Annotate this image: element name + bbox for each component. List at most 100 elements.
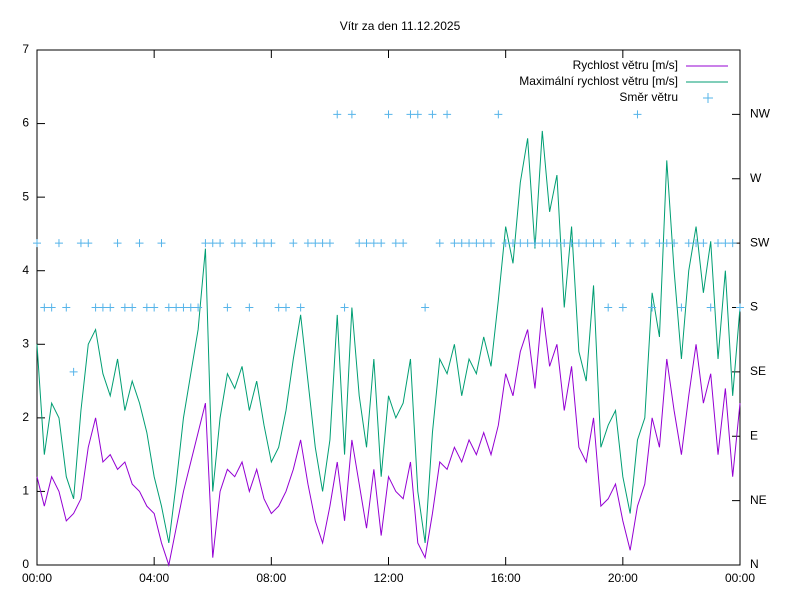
direction-point — [501, 239, 510, 248]
direction-point — [692, 239, 701, 248]
direction-point — [391, 239, 400, 248]
y2-tick-label: N — [750, 557, 759, 571]
direction-point — [472, 239, 481, 248]
direction-point — [655, 239, 664, 248]
direction-point — [325, 239, 334, 248]
y-tick-label: 6 — [22, 116, 29, 130]
x-tick-label: 00:00 — [22, 571, 52, 585]
direction-point — [596, 239, 605, 248]
direction-point — [574, 239, 583, 248]
direction-point — [340, 303, 349, 312]
direction-point — [252, 239, 261, 248]
direction-point — [91, 303, 100, 312]
direction-point — [523, 239, 532, 248]
direction-point — [670, 239, 679, 248]
direction-point — [677, 303, 686, 312]
direction-point — [699, 239, 708, 248]
direction-point — [296, 303, 305, 312]
direction-point — [289, 239, 298, 248]
direction-point — [194, 303, 203, 312]
y-tick-label: 4 — [22, 263, 29, 277]
direction-point — [245, 303, 254, 312]
direction-point — [238, 239, 247, 248]
direction-point — [721, 239, 730, 248]
y2-tick-label: E — [750, 428, 758, 442]
direction-point — [640, 239, 649, 248]
direction-point — [69, 367, 78, 376]
x-tick-label: 08:00 — [256, 571, 286, 585]
direction-point — [33, 239, 41, 248]
direction-point — [142, 303, 151, 312]
series-line — [36, 307, 741, 567]
y2-tick-label: SE — [750, 364, 766, 378]
direction-point — [40, 303, 49, 312]
direction-point — [106, 303, 115, 312]
direction-point — [618, 303, 627, 312]
y-tick-label: 5 — [22, 189, 29, 203]
direction-point — [333, 110, 342, 119]
x-tick-label: 04:00 — [139, 571, 169, 585]
direction-point — [538, 239, 547, 248]
y-tick-label: 2 — [22, 410, 29, 424]
direction-point — [377, 239, 386, 248]
direction-point — [208, 239, 217, 248]
direction-point — [589, 239, 598, 248]
direction-point — [633, 110, 642, 119]
y-tick-label: 3 — [22, 336, 29, 350]
chart-title: Vítr za den 11.12.2025 — [340, 19, 461, 33]
direction-point — [47, 303, 56, 312]
direction-point — [223, 303, 232, 312]
direction-point — [281, 303, 290, 312]
y2-tick-label: NE — [750, 493, 767, 507]
direction-point — [362, 239, 371, 248]
legend-label: Směr větru — [619, 90, 678, 104]
legend-label: Rychlost větru [m/s] — [573, 58, 678, 72]
y-tick-label: 1 — [22, 484, 29, 498]
direction-point — [201, 239, 210, 248]
direction-point — [545, 239, 554, 248]
direction-point — [303, 239, 312, 248]
direction-point — [457, 239, 466, 248]
direction-point — [428, 110, 437, 119]
direction-point — [465, 239, 474, 248]
direction-point — [230, 239, 239, 248]
direction-point — [98, 303, 107, 312]
direction-point — [120, 303, 129, 312]
y2-tick-label: W — [750, 171, 762, 185]
direction-point — [604, 303, 613, 312]
y2-tick-label: NW — [750, 107, 771, 121]
direction-point — [172, 303, 181, 312]
direction-point — [260, 239, 269, 248]
direction-point — [516, 239, 525, 248]
direction-point — [479, 239, 488, 248]
direction-point — [179, 303, 188, 312]
direction-point — [728, 239, 737, 248]
x-tick-label: 12:00 — [373, 571, 403, 585]
direction-point — [435, 239, 444, 248]
direction-point — [443, 110, 452, 119]
direction-point — [311, 239, 320, 248]
direction-point — [113, 239, 122, 248]
direction-point — [150, 303, 159, 312]
direction-point — [736, 303, 744, 312]
direction-point — [62, 303, 71, 312]
direction-point — [684, 239, 693, 248]
direction-point — [450, 239, 459, 248]
direction-point — [54, 239, 63, 248]
y-tick-label: 0 — [22, 557, 29, 571]
direction-point — [274, 303, 283, 312]
direction-point — [508, 239, 517, 248]
direction-point — [662, 239, 671, 248]
legend-marker — [703, 93, 713, 103]
x-tick-label: 00:00 — [725, 571, 755, 585]
direction-point — [186, 303, 195, 312]
direction-point — [582, 239, 591, 248]
direction-point — [560, 239, 569, 248]
direction-point — [157, 239, 166, 248]
direction-point — [135, 239, 144, 248]
y2-tick-label: S — [750, 300, 758, 314]
direction-point — [406, 110, 415, 119]
